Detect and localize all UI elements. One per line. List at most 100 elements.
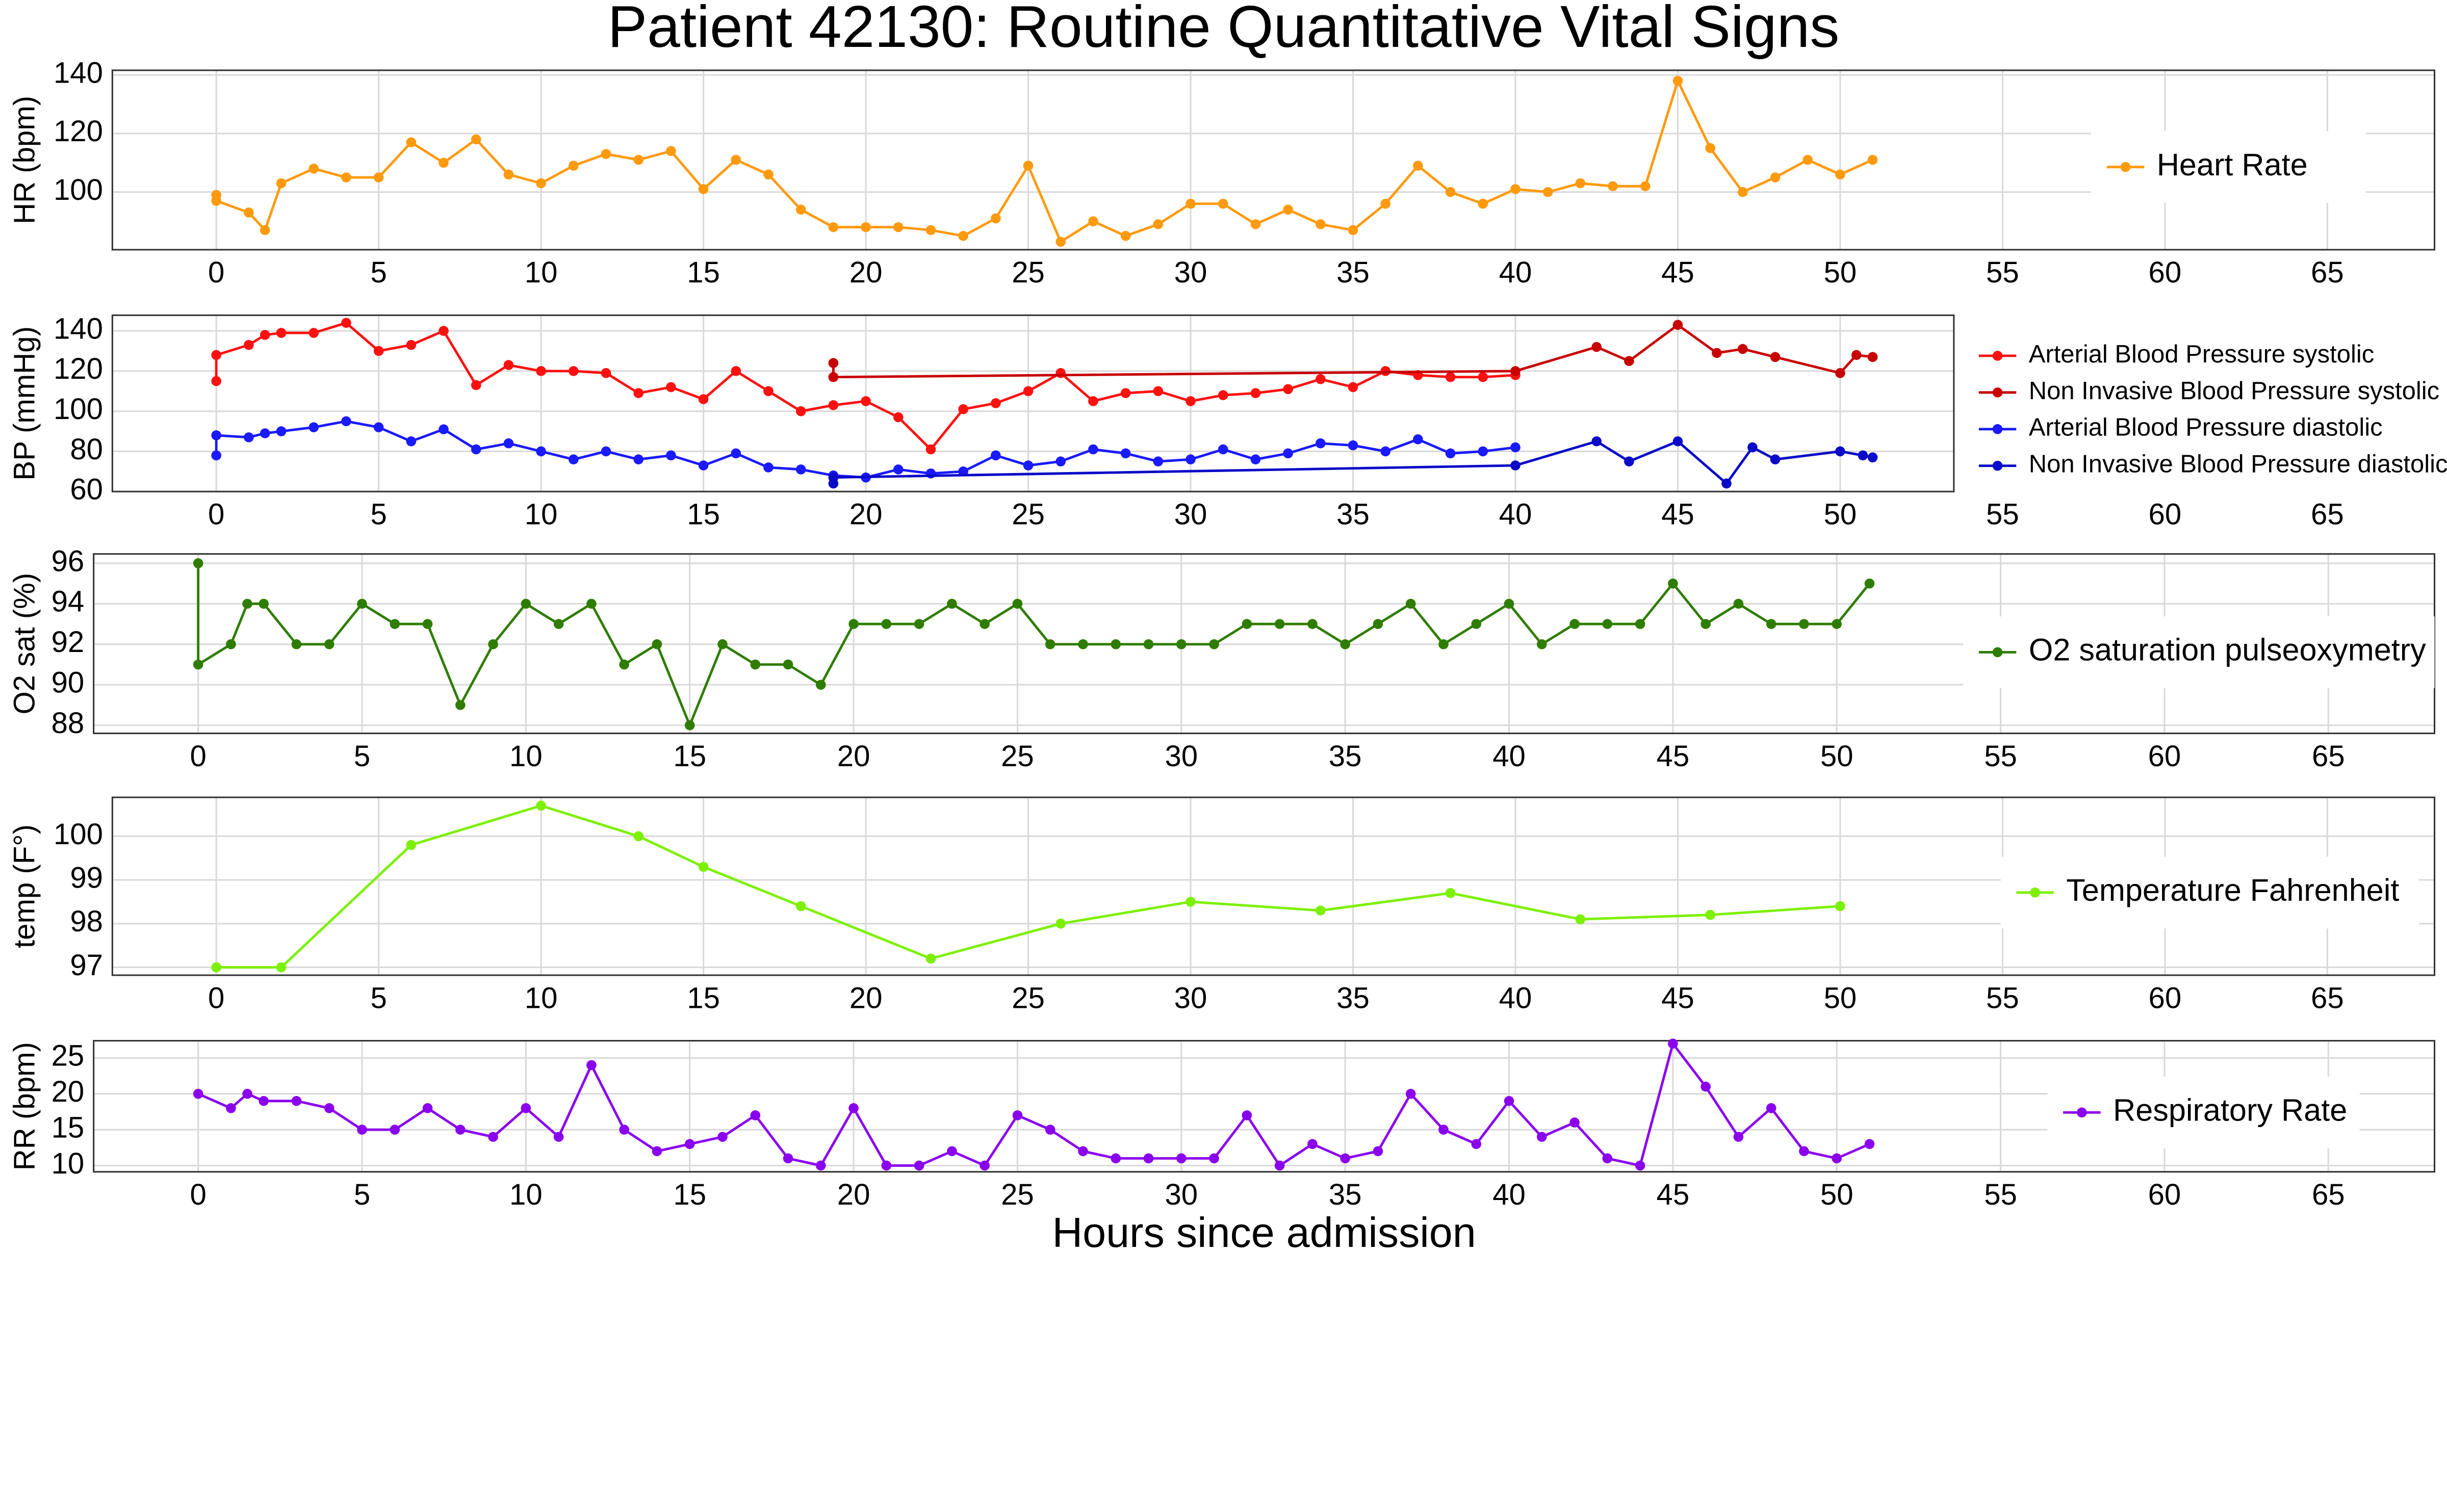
data-point bbox=[308, 422, 319, 432]
x-tick-label: 10 bbox=[525, 498, 558, 531]
data-point bbox=[1012, 1110, 1023, 1120]
data-point bbox=[1832, 1153, 1842, 1164]
data-point bbox=[1111, 639, 1121, 649]
data-point bbox=[1701, 619, 1711, 629]
data-point bbox=[991, 213, 1001, 224]
data-point bbox=[1316, 374, 1326, 384]
data-point bbox=[1471, 619, 1482, 629]
x-tick-label: 65 bbox=[2311, 981, 2344, 1014]
data-point bbox=[1274, 619, 1285, 629]
data-point bbox=[1672, 436, 1683, 447]
x-tick-label: 40 bbox=[1492, 740, 1526, 773]
y-axis-label: temp (F°) bbox=[8, 824, 41, 948]
data-point bbox=[406, 436, 417, 447]
y-tick-label: 94 bbox=[51, 585, 85, 618]
data-point bbox=[652, 1146, 662, 1157]
data-point bbox=[488, 639, 498, 649]
data-point bbox=[1510, 366, 1521, 376]
data-point bbox=[341, 318, 351, 328]
data-point bbox=[193, 558, 203, 568]
x-tick-label: 45 bbox=[1661, 256, 1694, 289]
data-point bbox=[439, 424, 449, 434]
data-point bbox=[1316, 905, 1326, 916]
x-tick-label: 5 bbox=[370, 498, 387, 531]
data-point bbox=[536, 366, 546, 376]
data-point bbox=[925, 444, 936, 455]
legend-label: Temperature Fahrenheit bbox=[2066, 873, 2399, 907]
data-point bbox=[1747, 442, 1758, 453]
y-tick-label: 96 bbox=[51, 544, 85, 578]
x-tick-label: 60 bbox=[2148, 740, 2181, 773]
x-tick-label: 30 bbox=[1174, 498, 1207, 531]
data-point bbox=[226, 639, 236, 649]
x-tick-label: 0 bbox=[208, 981, 224, 1014]
x-tick-label: 45 bbox=[1661, 981, 1694, 1014]
data-point bbox=[947, 1146, 957, 1157]
plot-frame bbox=[111, 69, 2436, 251]
data-point bbox=[291, 1096, 302, 1106]
x-tick-label: 5 bbox=[370, 981, 387, 1014]
data-point bbox=[1209, 1153, 1219, 1164]
data-point bbox=[717, 639, 728, 649]
chart-title: Patient 42130: Routine Quantitative Vita… bbox=[608, 0, 1840, 60]
data-point bbox=[1012, 598, 1023, 609]
data-point bbox=[1867, 352, 1878, 362]
data-point bbox=[698, 184, 709, 194]
legend-marker bbox=[1992, 424, 2003, 434]
data-point bbox=[1835, 368, 1845, 378]
data-point bbox=[536, 800, 546, 811]
data-point bbox=[1045, 639, 1055, 649]
data-point bbox=[652, 639, 662, 649]
data-point bbox=[1705, 143, 1715, 153]
y-tick-label: 90 bbox=[51, 666, 85, 699]
data-point bbox=[1209, 639, 1219, 649]
data-point bbox=[1832, 619, 1842, 629]
data-point bbox=[1575, 914, 1586, 925]
x-tick-label: 50 bbox=[1820, 740, 1853, 773]
data-point bbox=[1504, 1096, 1514, 1106]
data-point bbox=[1438, 639, 1449, 649]
data-point bbox=[1575, 178, 1586, 189]
data-point bbox=[211, 196, 221, 206]
data-point bbox=[193, 659, 203, 670]
data-point bbox=[1867, 154, 1878, 165]
data-point bbox=[1250, 219, 1261, 229]
data-point bbox=[1055, 237, 1066, 247]
x-tick-label: 65 bbox=[2312, 740, 2345, 773]
data-point bbox=[601, 446, 611, 457]
x-tick-label: 5 bbox=[370, 256, 387, 289]
data-point bbox=[763, 386, 774, 397]
data-point bbox=[1120, 388, 1131, 399]
data-point bbox=[1721, 478, 1732, 489]
data-point bbox=[1591, 342, 1602, 352]
y-tick-label: 92 bbox=[51, 625, 85, 659]
data-point bbox=[1283, 384, 1293, 395]
data-point bbox=[1705, 909, 1715, 920]
data-point bbox=[1635, 1160, 1645, 1171]
x-tick-label: 60 bbox=[2149, 981, 2182, 1014]
x-tick-label: 35 bbox=[1329, 1178, 1362, 1211]
data-point bbox=[1120, 448, 1131, 459]
data-point bbox=[991, 450, 1001, 461]
data-point bbox=[783, 1153, 793, 1164]
data-point bbox=[586, 1060, 597, 1071]
data-point bbox=[1569, 619, 1580, 629]
data-point bbox=[1023, 386, 1034, 397]
data-point bbox=[1143, 639, 1154, 649]
data-point bbox=[731, 366, 741, 376]
x-tick-label: 0 bbox=[208, 256, 224, 289]
data-point bbox=[1055, 456, 1066, 466]
data-point bbox=[1153, 386, 1164, 397]
data-point bbox=[1445, 448, 1456, 459]
x-tick-label: 50 bbox=[1824, 256, 1857, 289]
data-point bbox=[521, 1103, 531, 1113]
data-point bbox=[795, 464, 806, 475]
legend-label: Non Invasive Blood Pressure diastolic bbox=[2029, 451, 2447, 478]
x-tick-label: 15 bbox=[687, 256, 720, 289]
data-point bbox=[1445, 888, 1456, 898]
data-point bbox=[1153, 219, 1164, 229]
legend-label: Respiratory Rate bbox=[2113, 1093, 2347, 1128]
x-tick-label: 20 bbox=[849, 256, 883, 289]
data-point bbox=[439, 326, 449, 336]
y-tick-label: 99 bbox=[70, 861, 103, 894]
